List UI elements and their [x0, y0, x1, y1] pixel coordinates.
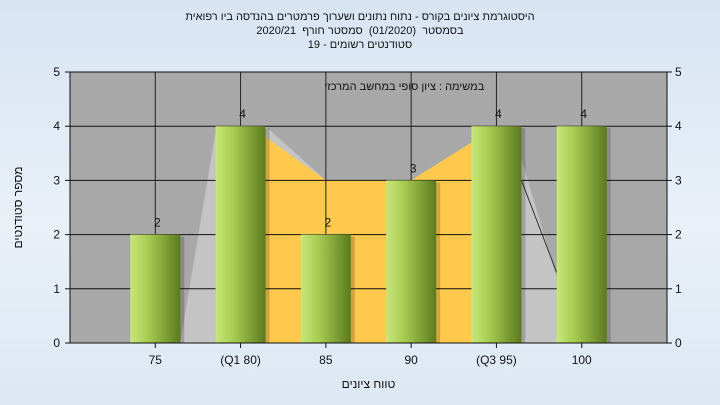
- x-axis-title: טווח ציונים: [342, 377, 396, 391]
- x-tick-label: 85: [319, 353, 333, 367]
- y-tick-label-right: 4: [675, 119, 682, 133]
- y-tick-label-left: 1: [53, 282, 60, 296]
- x-tick-label: 75: [149, 353, 163, 367]
- data-label: 4: [239, 107, 246, 121]
- x-tick-label: 100: [572, 353, 592, 367]
- y-tick-label-left: 2: [53, 228, 60, 242]
- y-tick-label-right: 0: [675, 336, 682, 350]
- bar: [130, 234, 181, 343]
- chart-header-line2: בסמסטר (01/2020) סמסטר חורף 2020/21: [256, 25, 464, 37]
- chart-header-line1: היסטוגרמת ציונים בקורס - נתוח נתונים ושע…: [185, 11, 535, 23]
- data-label: 4: [495, 107, 502, 121]
- bar: [300, 234, 351, 343]
- x-tick-label: (Q3 95): [476, 353, 517, 367]
- chart-subtitle: במשימה : ציון סופי במחשב המרכזי: [324, 81, 484, 93]
- data-label: 2: [154, 216, 161, 230]
- y-tick-label-left: 0: [53, 336, 60, 350]
- bar: [215, 126, 266, 343]
- x-tick-label: 90: [404, 353, 418, 367]
- y-tick-label-left: 4: [53, 119, 60, 133]
- data-label: 2: [325, 216, 332, 230]
- plot-frame: [69, 71, 668, 344]
- y-axis-title: מספר סטודנטים: [11, 166, 25, 248]
- x-tick-label: (Q1 80): [220, 353, 261, 367]
- chart-header-line3: סטודנטים רשומים - 19: [307, 39, 413, 51]
- y-tick-label-right: 3: [675, 173, 682, 187]
- y-tick-label-left: 3: [53, 173, 60, 187]
- y-tick-label-right: 1: [675, 282, 682, 296]
- y-tick-label-right: 2: [675, 228, 682, 242]
- data-label: 4: [580, 107, 587, 121]
- data-label: 3: [410, 161, 417, 175]
- trend-line: [520, 180, 558, 273]
- y-tick-label-right: 5: [675, 65, 682, 79]
- chart-header: היסטוגרמת ציונים בקורס - נתוח נתונים ושע…: [0, 10, 720, 52]
- bar: [386, 180, 437, 343]
- y-tick-label-left: 5: [53, 65, 60, 79]
- bar: [471, 126, 522, 343]
- bar: [556, 126, 607, 343]
